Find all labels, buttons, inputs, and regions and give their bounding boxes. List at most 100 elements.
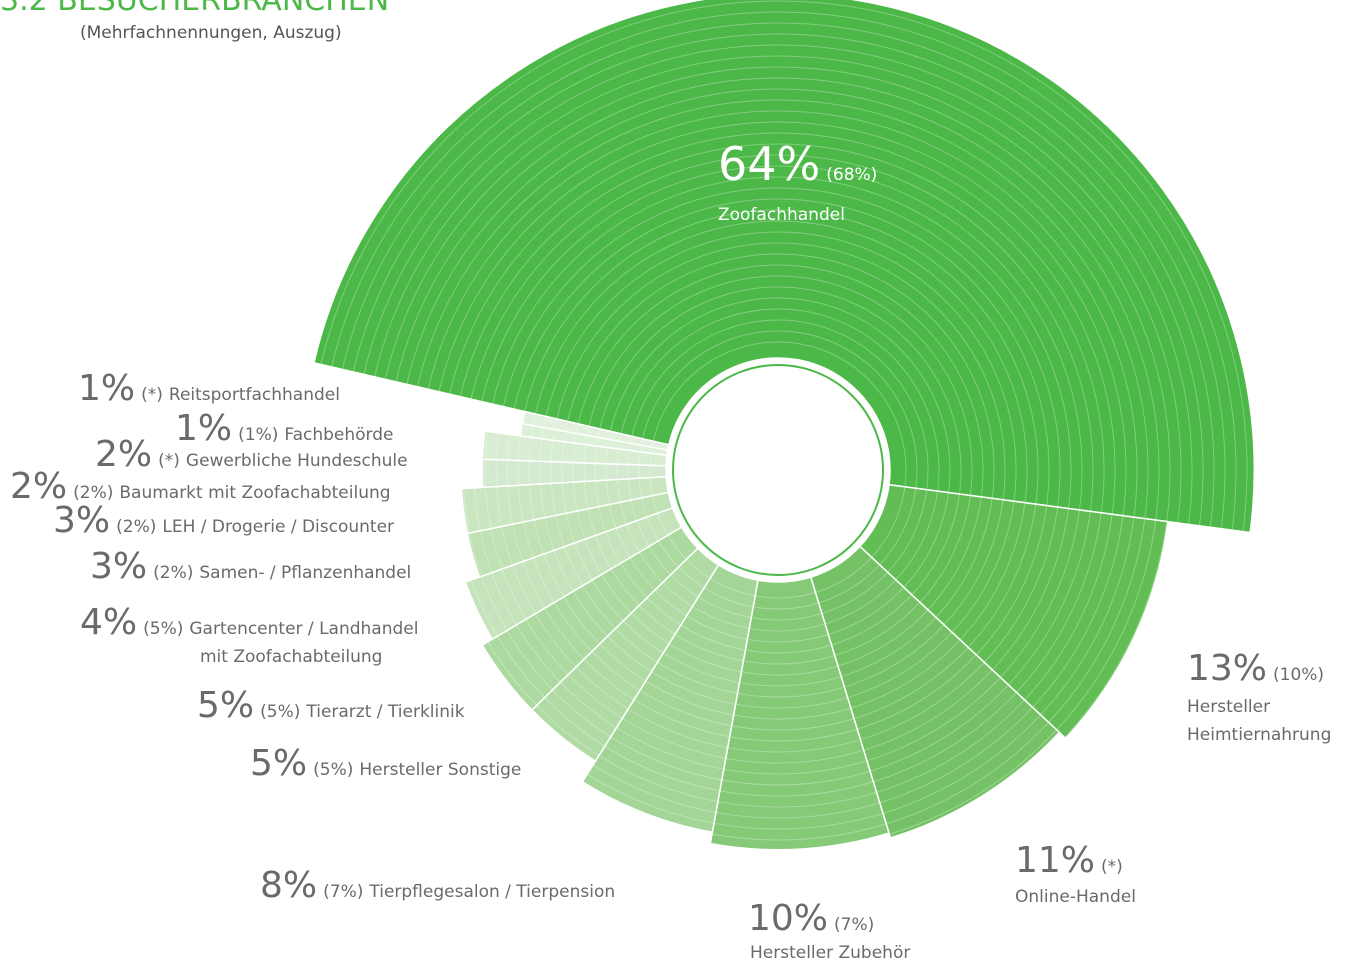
wedge xyxy=(481,526,699,711)
data-label: 3% (2%) Samen- / Pflanzenhandel xyxy=(90,546,411,587)
previous-label: (1%) xyxy=(238,425,278,445)
wedge xyxy=(481,430,668,467)
value-label: 8% xyxy=(260,865,317,906)
ring xyxy=(649,341,907,599)
ring xyxy=(451,143,1105,797)
ring xyxy=(440,132,1116,808)
wedge xyxy=(581,563,759,834)
value-label: 2% xyxy=(95,434,152,475)
data-label: 64% (68%) xyxy=(718,137,877,191)
ring xyxy=(473,165,1083,775)
data-label: 4% (5%) Gartencenter / Landhandel xyxy=(80,602,418,643)
ring xyxy=(352,44,1204,896)
ring xyxy=(605,297,951,643)
ring xyxy=(319,11,1237,929)
ring xyxy=(506,198,1050,742)
ring xyxy=(308,0,1248,940)
data-label: 10% (7%) xyxy=(748,898,874,939)
category-label: Zoofachhandel xyxy=(718,205,845,225)
value-label: 2% xyxy=(10,466,67,507)
value-label: 3% xyxy=(90,546,147,587)
value-label: 5% xyxy=(250,743,307,784)
category-label: mit Zoofachabteilung xyxy=(200,647,382,667)
category-label: Gewerbliche Hundeschule xyxy=(186,451,408,471)
value-label: 64% xyxy=(718,137,820,191)
previous-label: (10%) xyxy=(1273,665,1324,685)
wedge xyxy=(858,483,1169,740)
data-label: 2% (*) Gewerbliche Hundeschule xyxy=(95,434,408,475)
previous-label: (68%) xyxy=(826,165,877,185)
wedge xyxy=(809,545,1061,839)
ring xyxy=(594,286,962,654)
category-label: Heimtiernahrung xyxy=(1187,725,1331,745)
ring xyxy=(330,22,1226,918)
ring xyxy=(407,99,1149,841)
previous-label: (*) xyxy=(1101,857,1123,877)
previous-label: (7%) xyxy=(834,915,874,935)
chart-title: 3.2 BESUCHERBRANCHEN xyxy=(0,0,389,18)
ring xyxy=(583,275,973,665)
data-label: 1% (1%) Fachbehörde xyxy=(175,408,393,449)
category-label: Baumarkt mit Zoofachabteilung xyxy=(119,483,390,503)
category-label: Hersteller Zubehör xyxy=(750,943,910,963)
value-label: 3% xyxy=(53,500,110,541)
ring xyxy=(341,33,1215,907)
category-label: Gartencenter / Landhandel xyxy=(189,619,418,639)
previous-label: (5%) xyxy=(143,619,183,639)
wedge xyxy=(521,410,670,451)
data-label: 11% (*) xyxy=(1015,840,1123,881)
ring xyxy=(363,55,1193,885)
data-label: 13% (10%) xyxy=(1187,648,1324,689)
category-label: Online-Handel xyxy=(1015,887,1136,907)
chart-subtitle: (Mehrfachnennungen, Auszug) xyxy=(80,23,342,43)
value-label: 4% xyxy=(80,602,137,643)
ring xyxy=(297,0,1259,951)
inner-ring xyxy=(669,361,887,579)
data-label: 3% (2%) LEH / Drogerie / Discounter xyxy=(53,500,394,541)
ring xyxy=(517,209,1039,731)
ring xyxy=(429,121,1127,819)
ring xyxy=(528,220,1028,720)
value-label: 11% xyxy=(1015,840,1095,881)
previous-label: (2%) xyxy=(153,563,193,583)
ring xyxy=(484,176,1072,764)
ring xyxy=(638,330,918,610)
category-label: Tierpflegesalon / Tierpension xyxy=(368,882,615,902)
ring xyxy=(374,66,1182,874)
ring xyxy=(627,319,929,621)
inner-ring-line xyxy=(672,364,884,576)
category-label: Reitsportfachhandel xyxy=(169,385,340,405)
data-label: 5% (5%) Tierarzt / Tierklinik xyxy=(197,685,465,726)
value-label: 5% xyxy=(197,685,254,726)
ring xyxy=(572,264,984,676)
ring xyxy=(462,154,1094,786)
category-label: Tierarzt / Tierklinik xyxy=(305,702,464,722)
data-label: 5% (5%) Hersteller Sonstige xyxy=(250,743,521,784)
previous-label: (5%) xyxy=(313,760,353,780)
data-label: 2% (2%) Baumarkt mit Zoofachabteilung xyxy=(10,466,391,507)
value-label: 1% xyxy=(78,368,135,409)
ring xyxy=(396,88,1160,852)
previous-label: (*) xyxy=(158,451,180,471)
previous-label: (7%) xyxy=(323,882,363,902)
ring xyxy=(495,187,1061,753)
data-label: 8% (7%) Tierpflegesalon / Tierpension xyxy=(260,865,615,906)
data-label: 1% (*) Reitsportfachhandel xyxy=(78,368,340,409)
previous-label: (2%) xyxy=(116,517,156,537)
value-label: 1% xyxy=(175,408,232,449)
value-label: 13% xyxy=(1187,648,1267,689)
previous-label: (*) xyxy=(141,385,163,405)
ring xyxy=(539,231,1017,709)
value-label: 10% xyxy=(748,898,828,939)
wedge xyxy=(460,475,670,535)
ring xyxy=(550,242,1006,698)
previous-label: (2%) xyxy=(73,483,113,503)
category-label: Samen- / Pflanzenhandel xyxy=(199,563,411,583)
wedge xyxy=(709,576,890,851)
category-label: Fachbehörde xyxy=(284,425,393,445)
ring xyxy=(616,308,940,632)
category-label: Hersteller Sonstige xyxy=(359,760,521,780)
ring xyxy=(418,110,1138,830)
previous-label: (5%) xyxy=(260,702,300,722)
